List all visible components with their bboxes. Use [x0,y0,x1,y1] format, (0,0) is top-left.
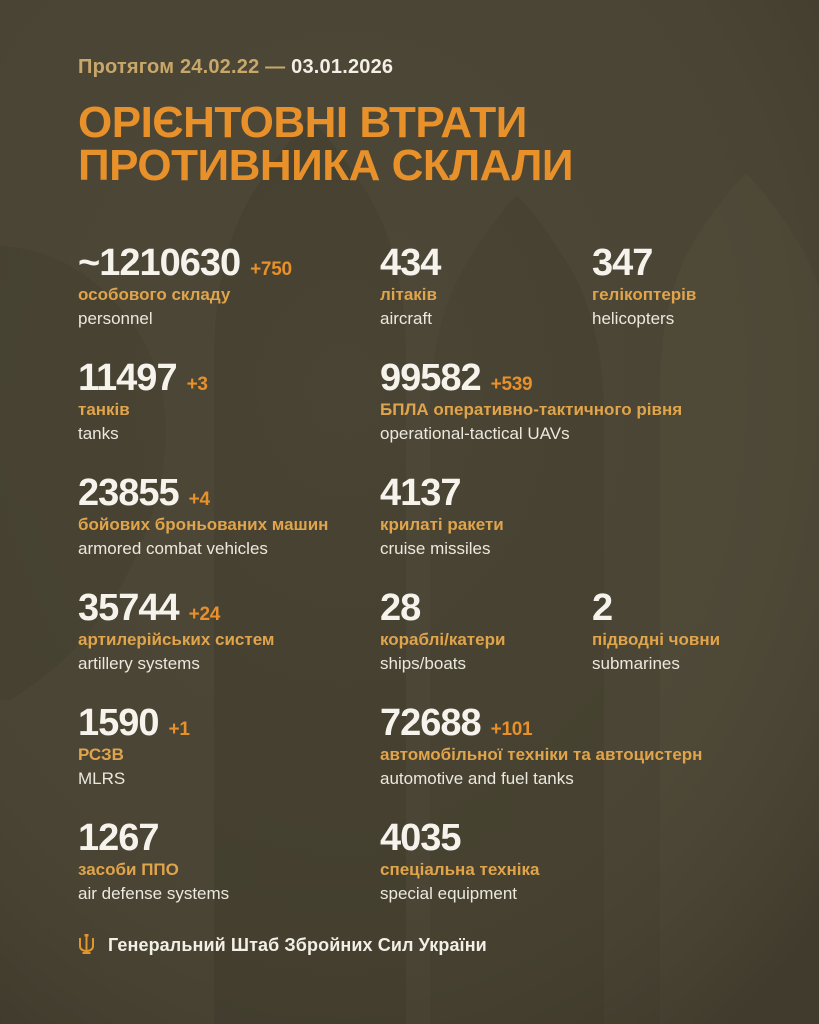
page-title: Орієнтовні втрати противника склали [78,98,678,191]
stat-value: 23855 [78,472,180,515]
stat-label-ua: артилерійських систем [78,630,275,650]
stat-label-en: personnel [78,308,153,328]
stat-value: 1267 [78,817,160,860]
stat-headline: 4035 [380,817,539,860]
stat-row: 11497 +3 танків tanks 99582 +539 БПЛА оператив… [0,358,779,473]
stat-delta: +4 [188,489,210,511]
stat-label-ua: БПЛА оперативно-тактичного рівня [380,400,683,420]
stat-label-ua: гелікоптерів [592,285,697,305]
stat-label-ua: РСЗВ [78,745,124,765]
stat-value: 1590 [78,702,160,745]
footer-attribution: Генеральний Штаб Збройних Сил України [78,934,487,956]
stat-label-en: air defense systems [78,883,230,903]
stat-mlrs: 1590 +1 РСЗВ MLRS [78,703,190,789]
stat-value: 4035 [380,817,462,860]
stat-headline: 72688 +101 [380,702,702,745]
stat-headline: 1590 +1 [78,702,190,745]
stat-delta: +24 [188,604,221,626]
stat-value: 28 [380,587,421,630]
stat-label-en: automotive and fuel tanks [380,768,574,788]
stat-headline: 11497 +3 [78,357,208,400]
page-title-line-2: противника склали [78,141,573,191]
stat-artillery-systems: 35744 +24 артилерійських систем artillery s… [78,588,275,674]
stat-headline: 99582 +539 [380,357,682,400]
stat-headline: 347 [592,242,696,285]
stat-label-en: MLRS [78,768,126,788]
stat-submarines: 2 підводні човни submarines [592,588,720,674]
stat-label-ua: кораблі/катери [380,630,506,650]
stat-armored-combat-vehicles: 23855 +4 бойових броньованих машин armored … [78,473,328,559]
stat-label-ua: спеціальна техніка [380,860,540,880]
footer-text: Генеральний Штаб Збройних Сил України [108,934,487,955]
stat-label-ua: підводні човни [592,630,721,650]
stat-headline: 1267 [78,817,229,860]
stat-label-ua: бойових броньованих машин [78,515,329,535]
stat-value: 4137 [380,472,462,515]
stat-automotive-and-fuel-tanks: 72688 +101 автомобільної техніки та автоци… [380,703,702,789]
stat-aircraft: 434 літаків aircraft [380,242,441,329]
stat-label-en: submarines [592,653,680,673]
stat-headline: 35744 +24 [78,587,275,630]
stat-row: 35744 +24 артилерійських систем artillery s… [0,588,779,703]
stat-special-equipment: 4035 спеціальна техніка special equipment [380,818,539,904]
stat-headline: 4137 [380,472,504,515]
stat-tanks: 11497 +3 танків tanks [78,358,208,444]
stat-headline: 434 [380,242,441,285]
stat-headline: ~1210630 +750 [78,242,292,285]
stat-label-en: armored combat vehicles [78,538,268,558]
stat-delta: +1 [168,719,190,741]
date-range: Протягом 24.02.22 — 03.01.2026 [78,56,819,79]
stat-headline: 23855 +4 [78,472,328,515]
stat-label-en: artillery systems [78,653,200,673]
stat-cruise-missiles: 4137 крилаті ракети cruise missiles [380,473,504,559]
stat-value: 434 [380,242,441,285]
losses-stats-grid: ~1210630 +750 особового складу personnel 434… [0,243,819,926]
stat-ships-boats: 28 кораблі/катери ships/boats [380,588,505,674]
stat-delta: +101 [490,719,533,741]
stat-delta: +539 [490,374,533,396]
stat-label-ua: автомобільної техніки та автоцистерн [380,745,703,765]
stat-value: 35744 [78,587,180,630]
stat-value: ~1210630 [78,242,241,285]
stat-value: 11497 [78,357,178,400]
stat-row: ~1210630 +750 особового складу personnel 434… [0,243,779,358]
stat-helicopters: 347 гелікоптерів helicopters [592,243,696,329]
stat-value: 99582 [380,357,482,400]
stat-delta: +3 [186,374,208,396]
stat-label-en: cruise missiles [380,538,491,558]
stat-label-ua: засоби ППО [78,860,179,880]
date-dash: — [265,56,286,78]
stat-value: 347 [592,242,653,285]
stat-row: 23855 +4 бойових броньованих машин armored … [0,473,779,588]
date-prefix: Протягом 24.02.22 [78,56,260,78]
stat-label-ua: крилаті ракети [380,515,504,535]
stat-value: 2 [592,587,613,630]
stat-value: 72688 [380,702,482,745]
stat-row: 1267 засоби ППО air defense systems 4035 спе… [0,818,779,926]
stat-label-en: ships/boats [380,653,466,673]
stat-personnel: ~1210630 +750 особового складу personnel [78,243,292,329]
stat-label-en: special equipment [380,883,518,903]
stat-operational-tactical-uavs: 99582 +539 БПЛА оперативно-тактичного рівн… [380,358,682,444]
stat-delta: +750 [250,259,292,281]
trident-icon [79,934,94,954]
stat-label-en: helicopters [592,308,675,328]
stat-label-ua: танків [78,400,130,420]
stat-label-en: operational-tactical UAVs [380,423,570,443]
stat-air-defense-systems: 1267 засоби ППО air defense systems [78,818,229,904]
stat-label-en: tanks [78,423,119,443]
stat-headline: 28 [380,587,505,630]
date-value: 03.01.2026 [291,56,394,78]
stat-label-ua: літаків [380,285,437,305]
stat-row: 1590 +1 РСЗВ MLRS 72688 +101 автомобільної тех… [0,703,779,818]
stat-label-ua: особового складу [78,285,231,305]
page-title-line-1: Орієнтовні втрати [78,98,527,147]
stat-label-en: aircraft [380,308,432,328]
stat-headline: 2 [592,587,720,630]
